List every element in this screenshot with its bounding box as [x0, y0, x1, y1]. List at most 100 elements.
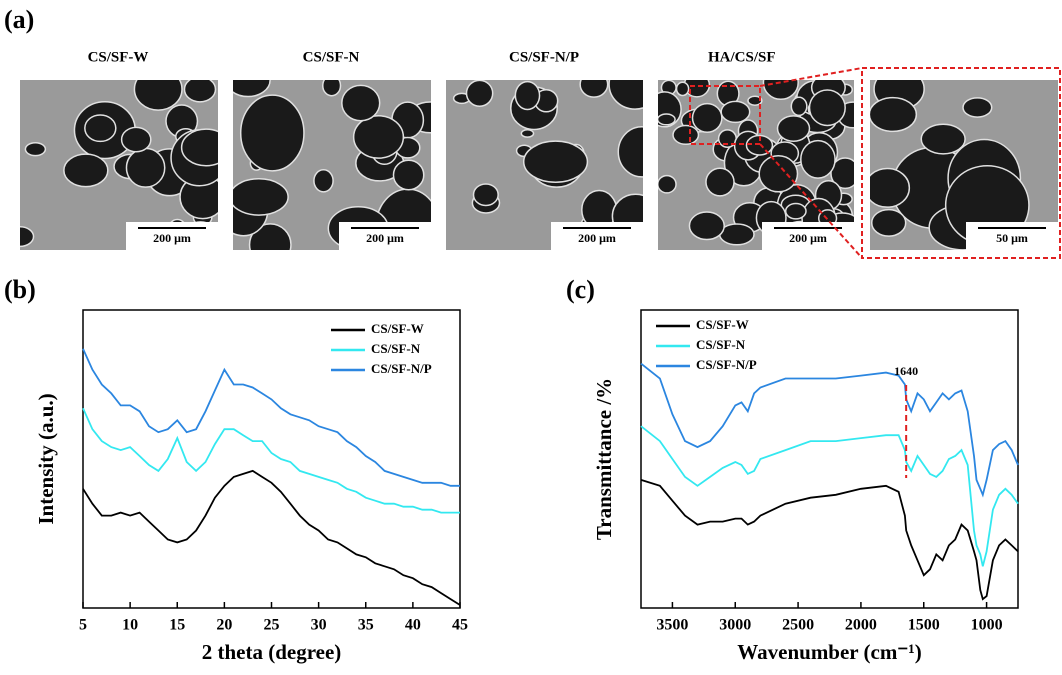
scale-box [551, 222, 643, 250]
zoom-link [759, 67, 863, 87]
pore [465, 80, 494, 107]
series-line [640, 479, 1019, 601]
pore [830, 157, 854, 190]
x-tick-label: 5 [79, 617, 87, 634]
pore [870, 208, 907, 237]
legend-label: CS/SF-N [696, 337, 746, 352]
pore [392, 159, 425, 191]
zoom-region [689, 85, 761, 145]
pore [133, 80, 183, 111]
panel-label: (b) [4, 275, 36, 304]
x-axis-label: 2 theta (degree) [202, 640, 342, 664]
pore [239, 94, 305, 172]
scale-label: 200 μm [789, 231, 827, 245]
pore [808, 89, 846, 127]
pore [63, 153, 109, 188]
zoom-link [759, 143, 863, 259]
pore [579, 80, 609, 98]
x-tick-label: 25 [264, 617, 280, 634]
pore [180, 128, 218, 167]
pore [233, 178, 289, 216]
panel-label: (c) [566, 275, 595, 304]
legend-label: CS/SF-N [371, 341, 421, 356]
pore [24, 141, 47, 157]
x-tick-label: 30 [311, 617, 327, 634]
sem-texture [20, 80, 218, 250]
pore [920, 123, 966, 155]
x-tick-label: 20 [216, 617, 232, 634]
pore [658, 174, 677, 194]
plot-frame [640, 309, 1019, 609]
pore [84, 114, 117, 143]
x-tick-label: 3500 [656, 617, 688, 634]
pore [514, 80, 541, 111]
panel-label: (a) [4, 5, 34, 34]
pore [617, 126, 643, 178]
pore [870, 167, 911, 208]
series-line [82, 348, 460, 487]
x-axis-label: Wavenumber (cm⁻¹) [737, 640, 921, 664]
sem-texture [870, 80, 1058, 250]
x-tick-label: 1500 [908, 617, 940, 634]
pore [688, 211, 725, 241]
legend-label: CS/SF-W [371, 321, 424, 336]
sem-image: 200 μm [658, 80, 854, 250]
pore [125, 147, 166, 188]
pore [248, 223, 292, 250]
x-tick-label: 35 [358, 617, 374, 634]
x-tick-label: 15 [169, 617, 185, 634]
pore [691, 102, 723, 134]
pore [352, 114, 405, 159]
pore [233, 80, 271, 98]
series-line [82, 469, 461, 606]
image-title: CS/SF-N/P [509, 49, 579, 65]
pore [800, 139, 836, 179]
scale-box [126, 222, 218, 250]
sem-image: 200 μm [233, 80, 431, 250]
pore [313, 168, 334, 193]
pore [870, 96, 918, 133]
scale-label: 200 μm [366, 231, 404, 245]
scale-label: 200 μm [153, 231, 191, 245]
pore [784, 202, 807, 220]
pore [672, 124, 700, 146]
pore [776, 115, 811, 142]
x-tick-label: 10 [122, 617, 138, 634]
legend-label: CS/SF-W [696, 317, 749, 332]
pore [747, 95, 763, 106]
sem-image: 50 μm [870, 80, 1058, 250]
scale-label: 200 μm [578, 231, 616, 245]
pore [790, 96, 808, 117]
x-tick-label: 2500 [782, 617, 814, 634]
pore [720, 100, 751, 124]
pore [322, 80, 342, 97]
x-tick-label: 45 [452, 617, 468, 634]
scale-box [339, 222, 431, 250]
pore [183, 80, 217, 103]
pore [758, 155, 799, 193]
pore [120, 126, 152, 153]
pore [962, 97, 993, 118]
pore [762, 80, 799, 101]
x-tick-label: 1000 [971, 617, 1003, 634]
legend-label: CS/SF-N/P [371, 361, 432, 376]
pore [658, 113, 676, 126]
x-tick-label: 3000 [719, 617, 751, 634]
pore [522, 140, 589, 183]
series-line [640, 425, 1019, 567]
pore [608, 80, 643, 110]
image-title: HA/CS/SF [708, 49, 776, 65]
zoom-frame [861, 67, 1061, 259]
scale-box [762, 222, 854, 250]
pore [341, 84, 381, 122]
sem-image: 200 μm [20, 80, 218, 250]
scale-label: 50 μm [996, 231, 1028, 245]
image-title: CS/SF-N [303, 49, 360, 65]
sem-image: 200 μm [446, 80, 643, 250]
image-title: CS/SF-W [88, 49, 149, 65]
pore [675, 81, 690, 97]
series-line [82, 407, 460, 514]
pore [705, 167, 735, 197]
pore [20, 225, 35, 248]
